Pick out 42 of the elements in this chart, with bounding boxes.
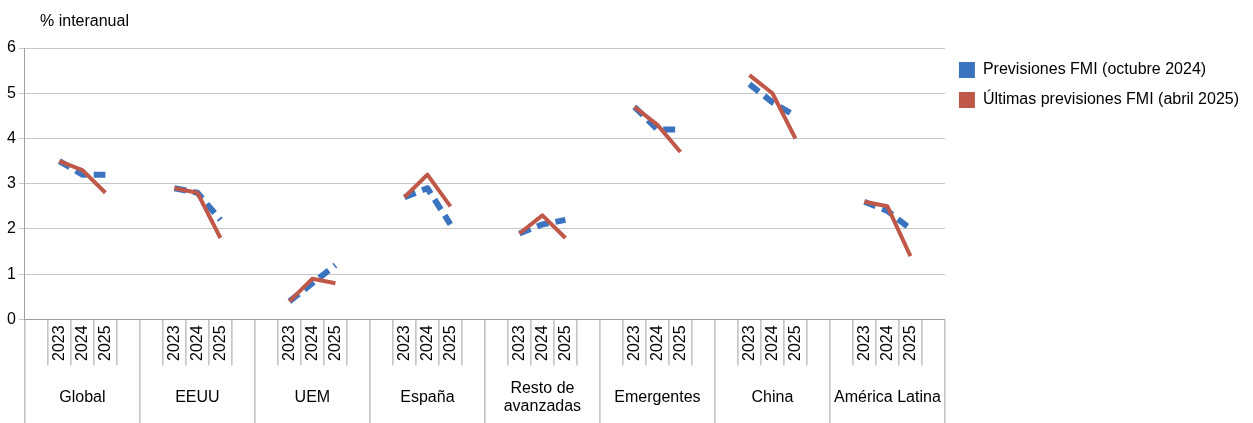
- text: Global: [59, 387, 106, 405]
- x-tick-label: 2023: [739, 325, 757, 361]
- x-tick-label: 2023: [164, 325, 182, 361]
- x-tick-label: 2025: [900, 325, 918, 361]
- x-tick-label: 2024: [72, 325, 90, 361]
- y-tick-label: 6: [6, 38, 16, 56]
- legend-label: Previsiones FMI (octubre 2024): [982, 60, 1207, 78]
- y-tick-label: 4: [6, 128, 16, 146]
- y-tick-label: 1: [6, 264, 16, 282]
- x-tick-label: 2024: [187, 325, 205, 361]
- x-tick-label: 2024: [647, 325, 665, 361]
- text: UEM: [294, 387, 331, 405]
- text: Resto de avanzadas: [503, 378, 582, 414]
- text: China: [751, 387, 794, 405]
- x-tick-label: 2025: [555, 325, 573, 361]
- x-tick-label: 2025: [440, 325, 458, 361]
- x-tick-label: 2023: [279, 325, 297, 361]
- y-tick-label: 2: [6, 219, 16, 237]
- x-tick-label: 2023: [624, 325, 642, 361]
- x-tick-label: 2024: [302, 325, 320, 361]
- x-tick-label: 2024: [762, 325, 780, 361]
- y-tick-label: 3: [6, 174, 16, 192]
- x-tick-label: 2023: [509, 325, 527, 361]
- x-tick-label: 2023: [49, 325, 67, 361]
- x-tick-label: 2025: [670, 325, 688, 361]
- text: Emergentes: [614, 387, 701, 405]
- y-tick-label: 5: [6, 83, 16, 101]
- y-tick-label: 0: [6, 309, 16, 327]
- text: EEUU: [175, 387, 220, 405]
- x-tick-label: 2025: [785, 325, 803, 361]
- legend-label: Últimas previsiones FMI (abril 2025): [982, 89, 1239, 108]
- y-axis-title: % interanual: [40, 12, 129, 29]
- x-tick-label: 2023: [394, 325, 412, 361]
- x-tick-label: 2024: [877, 325, 895, 361]
- x-tick-label: 2025: [210, 325, 228, 361]
- x-tick-label: 2025: [325, 325, 343, 361]
- text: América Latina: [834, 387, 941, 405]
- x-tick-label: 2024: [417, 325, 435, 361]
- x-tick-label: 2023: [854, 325, 872, 361]
- x-tick-label: 2025: [95, 325, 113, 361]
- text: España: [400, 387, 455, 405]
- x-tick-label: 2024: [532, 325, 550, 361]
